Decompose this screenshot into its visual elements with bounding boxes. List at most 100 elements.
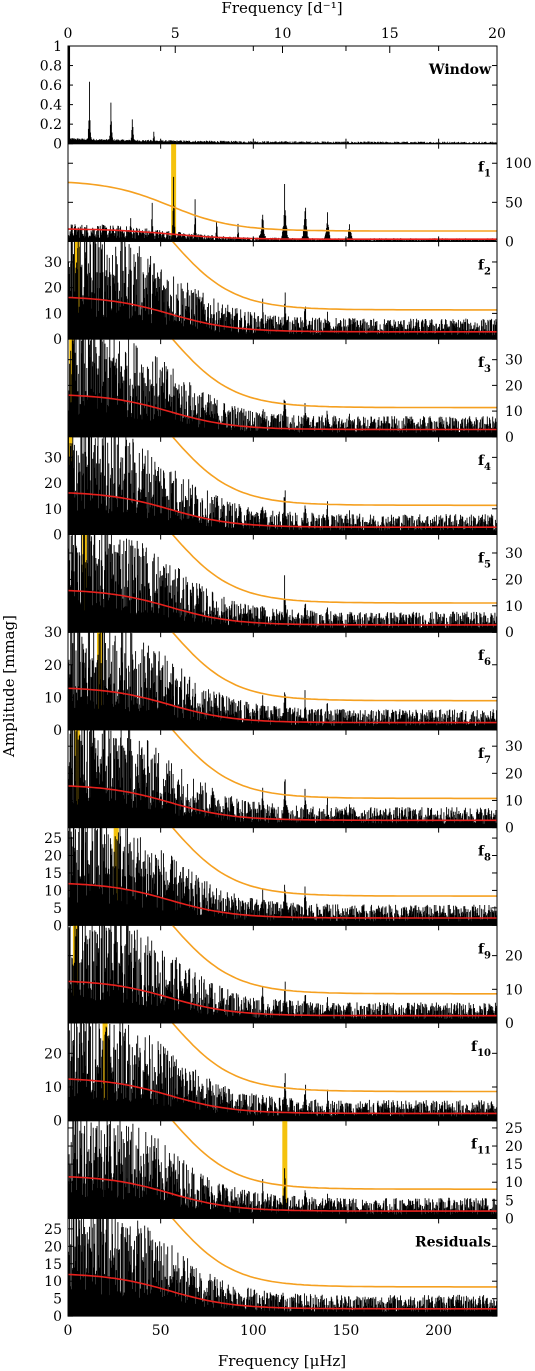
amplitude-spectrum: [68, 827, 497, 926]
significance-threshold-line: [171, 339, 497, 409]
top-x-tick-label: 5: [171, 26, 180, 42]
significance-threshold-line: [171, 1023, 497, 1093]
significance-threshold-line: [171, 1218, 497, 1288]
y-tick-label: 0: [505, 625, 514, 641]
top-x-axis: 0 5 10 15 20: [64, 26, 506, 53]
noise-level-line: [68, 589, 497, 626]
significance-threshold-line: [171, 925, 497, 995]
significance-threshold-line: [171, 632, 497, 702]
y-axis-title: Amplitude [mmag]: [0, 615, 18, 758]
panel-label: f8: [478, 844, 491, 864]
y-tick-label: 0.2: [40, 117, 62, 133]
y-tick-label: 25: [44, 1222, 62, 1238]
y-tick-label: 25: [505, 1121, 523, 1137]
noise-level-line: [68, 394, 497, 431]
noise-level-line: [68, 228, 497, 240]
significance-threshold-line: [171, 1120, 497, 1190]
noise-level-line: [68, 785, 497, 822]
y-tick-label: 15: [44, 866, 62, 882]
y-tick-label: 20: [505, 766, 523, 782]
amplitude-spectrum: [68, 729, 497, 828]
y-tick-label: 0: [53, 332, 62, 348]
y-tick-label: 0: [53, 137, 62, 153]
y-tick-label: 0: [505, 430, 514, 446]
y-tick-label: 20: [44, 1239, 62, 1255]
panel-label: f3: [478, 355, 491, 375]
panel-f1: 0 50 100 f1: [67, 143, 532, 250]
panel-f6: 0 10 20 30 f6: [44, 625, 498, 739]
y-tick-label: 0: [53, 1309, 62, 1325]
panel-label: f5: [478, 551, 491, 571]
amplitude-spectrum: [68, 241, 497, 340]
panel-f2: 0 10 20 30 f2: [44, 240, 498, 348]
noise-level-line: [68, 980, 497, 1017]
top-x-tick-label: 0: [64, 26, 73, 42]
significance-threshold-line: [171, 241, 497, 311]
bottom-x-tick-label: 100: [240, 1323, 267, 1339]
y-tick-label: 0: [505, 1211, 514, 1227]
y-tick-label: 20: [44, 658, 62, 674]
significance-threshold-line: [171, 827, 497, 897]
bottom-x-axis-title: Frequency [μHz]: [218, 1352, 346, 1370]
y-tick-label: 0: [53, 528, 62, 544]
y-tick-label: 10: [44, 1274, 62, 1290]
y-tick-label: 20: [44, 849, 62, 865]
y-tick-label: 50: [505, 195, 523, 211]
y-tick-label: 0: [505, 1016, 514, 1032]
panel-f10: 0 10 20 f10: [44, 1022, 498, 1130]
significance-threshold-line: [171, 436, 497, 507]
y-tick-label: 10: [44, 1080, 62, 1096]
top-x-axis-title: Frequency [d⁻¹]: [221, 0, 342, 17]
y-tick-label: 10: [505, 1175, 523, 1191]
y-tick-label: 10: [505, 793, 523, 809]
y-tick-label: 5: [53, 901, 62, 917]
bottom-x-axis: 0 50 100 150 200: [64, 1323, 452, 1339]
panel-label: Residuals: [415, 1234, 491, 1250]
significance-threshold-line: [171, 729, 497, 800]
bottom-x-tick-label: 150: [333, 1323, 360, 1339]
significance-threshold-line: [171, 534, 497, 604]
top-x-tick-label: 10: [274, 26, 292, 42]
y-tick-label: 0: [53, 1114, 62, 1130]
y-tick-label: 0: [505, 234, 514, 250]
y-tick-label: 20: [44, 281, 62, 297]
y-tick-label: 20: [44, 1046, 62, 1062]
y-tick-label: 20: [505, 1139, 523, 1155]
y-tick-label: 10: [505, 404, 523, 420]
y-tick-label: 0.4: [40, 98, 62, 114]
y-tick-label: 30: [505, 739, 523, 755]
noise-level-line: [68, 687, 497, 724]
y-tick-label: 15: [505, 1157, 523, 1173]
y-tick-label: 1: [53, 39, 62, 55]
y-tick-label: 10: [505, 599, 523, 615]
noise-level-line: [68, 1176, 497, 1212]
noise-level-line: [68, 492, 497, 528]
panel-label: Window: [428, 62, 492, 78]
significance-threshold-line: [68, 181, 497, 232]
amplitude-spectrum: [68, 1218, 497, 1317]
panel-label: f11: [471, 1137, 491, 1157]
bottom-x-tick-label: 50: [152, 1323, 170, 1339]
y-tick-label: 20: [44, 476, 62, 492]
top-x-tick-label: 15: [381, 26, 399, 42]
top-x-tick-label: 20: [488, 26, 506, 42]
noise-level-line: [68, 1078, 497, 1115]
y-tick-label: 10: [44, 690, 62, 706]
y-tick-label: 0: [53, 918, 62, 934]
y-tick-label: 30: [505, 353, 523, 369]
y-tick-label: 0: [505, 821, 514, 837]
panel-frame: [67, 1217, 498, 1317]
y-tick-label: 10: [505, 982, 523, 998]
noise-level-line: [68, 1273, 497, 1310]
amplitude-spectrum: [68, 46, 497, 144]
amplitude-spectrum: [68, 925, 497, 1023]
y-tick-label: 100: [505, 156, 532, 172]
y-tick-label: 20: [505, 572, 523, 588]
noise-level-line: [68, 296, 497, 333]
y-tick-label: 10: [44, 502, 62, 518]
noise-level-line: [68, 882, 497, 919]
amplitude-spectrum: [68, 436, 497, 535]
panel-label: f6: [478, 648, 491, 668]
panel-label: f7: [478, 746, 491, 766]
